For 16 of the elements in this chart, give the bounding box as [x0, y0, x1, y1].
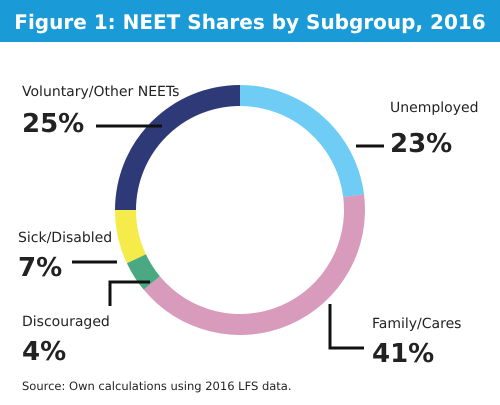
- data-label: 25%: [22, 109, 84, 139]
- source-note: Source: Own calculations using 2016 LFS data.: [22, 379, 292, 393]
- chart-title: Figure 1: NEET Shares by Subgroup, 2016: [14, 10, 486, 34]
- slice-label: Voluntary/Other NEETs: [22, 84, 180, 100]
- donut-slice: [115, 210, 146, 264]
- data-label: 7%: [18, 253, 62, 283]
- slice-label: Unemployed: [390, 100, 478, 116]
- slice-label: Sick/Disabled: [18, 230, 112, 246]
- data-label: 4%: [22, 337, 66, 367]
- donut-slice: [240, 85, 364, 197]
- data-label: 41%: [372, 339, 434, 369]
- slice-label: Family/Cares: [372, 316, 462, 332]
- donut-slice: [126, 254, 160, 290]
- data-label: 23%: [390, 129, 452, 159]
- donut-slice: [144, 194, 365, 335]
- slice-label: Discouraged: [22, 314, 110, 330]
